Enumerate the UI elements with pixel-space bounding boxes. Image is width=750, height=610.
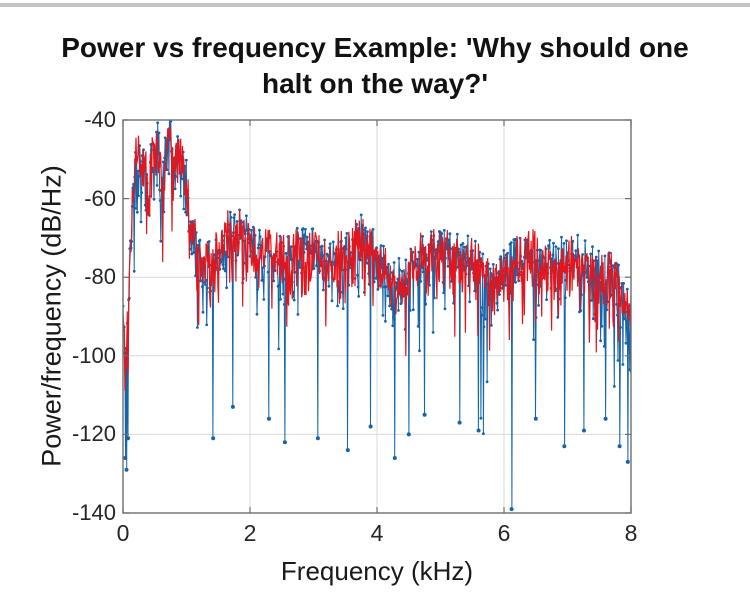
chart-title: Power vs frequency Example: 'Why should … (61, 32, 689, 100)
x-tick-label: 8 (624, 520, 638, 546)
y-tick-label: -140 (71, 500, 116, 525)
window-top-border (0, 3, 750, 7)
x-tick-label: 4 (370, 520, 384, 546)
x-axis-label: Frequency (kHz) (280, 556, 474, 586)
y-tick-label: -120 (71, 421, 116, 447)
plot-area (123, 120, 631, 512)
y-tick-label: -60 (84, 185, 116, 211)
y-tick-label: -80 (84, 264, 116, 290)
series-red-line (123, 125, 631, 391)
x-tick-label: 2 (243, 520, 257, 546)
tick-marks (122, 119, 632, 514)
y-tick-label: -40 (84, 107, 116, 132)
x-tick-label: 6 (497, 520, 511, 546)
y-tick-label: -100 (71, 342, 116, 368)
x-tick-label: 0 (116, 520, 130, 546)
